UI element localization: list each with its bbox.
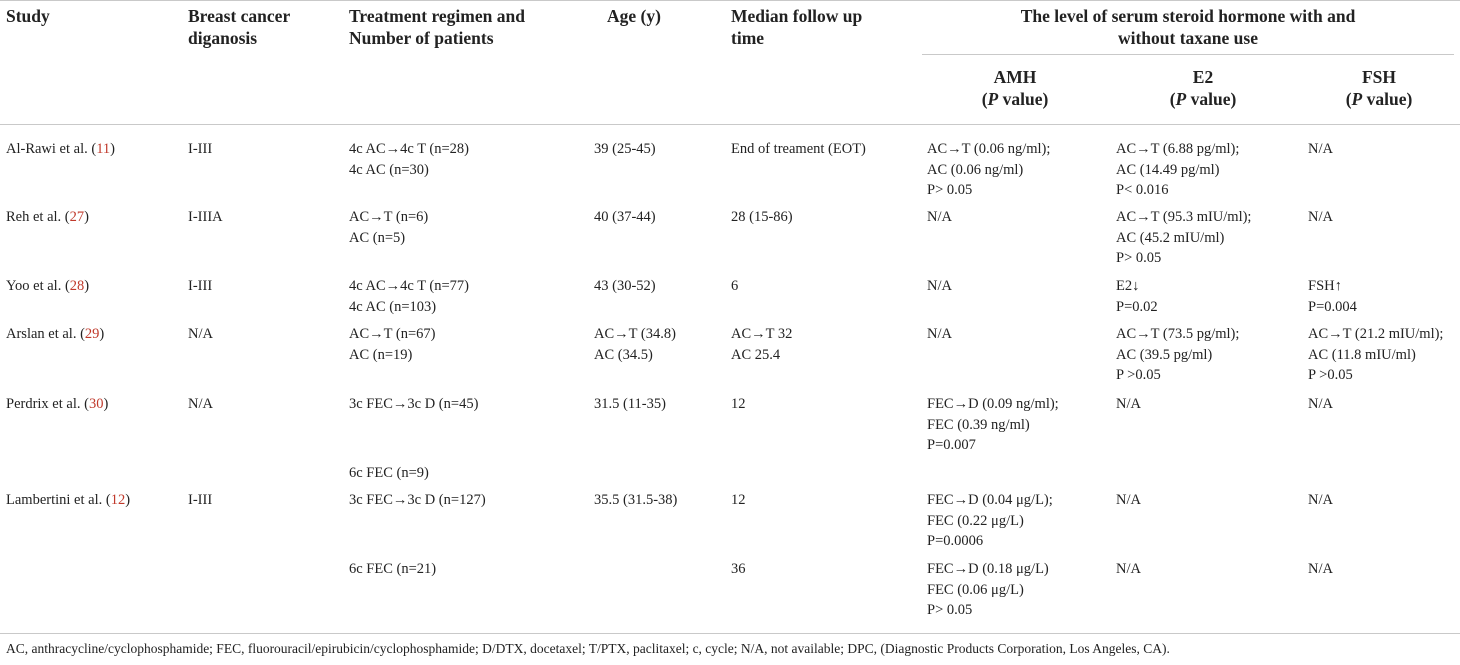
header-followup: Median follow up time xyxy=(731,6,863,48)
cell-amh: AC→T (0.06 ng/ml); AC (0.06 ng/ml) P> 0.… xyxy=(927,141,1051,198)
cell-e2: AC→T (95.3 mIU/ml); AC (45.2 mIU/ml) P> … xyxy=(1116,209,1252,266)
cell-study: Lambertini et al. (12) xyxy=(6,492,131,508)
cell-followup: 6 xyxy=(731,278,739,294)
header-e2: E2 (P value) xyxy=(1108,66,1298,110)
cell-age: 43 (30-52) xyxy=(594,278,656,294)
cell-age: AC→T (34.8) AC (34.5) xyxy=(594,326,676,363)
header-e2-p: (P value) xyxy=(1169,89,1237,109)
cell-study: Yoo et al. (28) xyxy=(6,278,90,294)
header-diagnosis: Breast cancer diganosis xyxy=(188,6,291,48)
cell-amh: N/A xyxy=(927,278,952,294)
cell-age: 35.5 (31.5-38) xyxy=(594,492,678,508)
cell-fsh: N/A xyxy=(1308,492,1333,508)
header-amh-p: (P value) xyxy=(981,89,1049,109)
cell-amh: N/A xyxy=(927,326,952,342)
cell-diagnosis: N/A xyxy=(188,326,213,342)
header-fsh-p: (P value) xyxy=(1345,89,1413,109)
cell-followup: 12 xyxy=(731,492,746,508)
cell-age: 31.5 (11-35) xyxy=(594,396,666,412)
cell-diagnosis: N/A xyxy=(188,396,213,412)
cell-e2: E2↓ P=0.02 xyxy=(1116,278,1158,315)
rule-header-bottom xyxy=(0,124,1460,125)
cell-regimen: AC→T (n=67) AC (n=19) xyxy=(349,326,436,363)
header-regimen: Treatment regimen and Number of patients xyxy=(349,6,525,48)
header-fsh: FSH (P value) xyxy=(1298,66,1460,110)
reference-link[interactable]: 27 xyxy=(69,209,85,225)
cell-followup: AC→T 32 AC 25.4 xyxy=(731,326,793,363)
header-age: Age (y) xyxy=(607,6,661,26)
cell-followup: End of treament (EOT) xyxy=(731,141,866,157)
cell-fsh-second: N/A xyxy=(1308,561,1333,577)
cell-regimen: 4c AC→4c T (n=77) 4c AC (n=103) xyxy=(349,278,470,315)
cell-age: 40 (37-44) xyxy=(594,209,656,225)
rule-subheader xyxy=(922,54,1454,55)
header-hormone-group: The level of serum steroid hormone with … xyxy=(1020,6,1356,48)
cell-regimen: 3c FEC→3c D (n=45) xyxy=(349,396,479,412)
reference-link[interactable]: 11 xyxy=(96,141,111,157)
cell-e2: N/A xyxy=(1116,396,1141,412)
cell-e2-second: N/A xyxy=(1116,561,1141,577)
cell-regimen: AC→T (n=6) AC (n=5) xyxy=(349,209,429,246)
cell-age: 39 (25-45) xyxy=(594,141,656,157)
cell-study: Arslan et al. (29) xyxy=(6,326,105,342)
cell-followup-second: 36 xyxy=(731,561,746,577)
cell-fsh: FSH↑ P=0.004 xyxy=(1308,278,1357,315)
cell-diagnosis: I-III xyxy=(188,492,213,508)
cell-study: Al-Rawi et al. (11) xyxy=(6,141,116,157)
reference-link[interactable]: 28 xyxy=(69,278,85,294)
cell-regimen-second: 6c FEC (n=9) xyxy=(349,465,429,481)
cell-diagnosis: I-III xyxy=(188,141,213,157)
cell-fsh: N/A xyxy=(1308,396,1333,412)
cell-fsh: AC→T (21.2 mIU/ml); AC (11.8 mIU/ml) P >… xyxy=(1308,326,1444,383)
cell-followup: 12 xyxy=(731,396,746,412)
header-amh: AMH (P value) xyxy=(922,66,1108,110)
reference-link[interactable]: 30 xyxy=(88,396,104,412)
cell-fsh: N/A xyxy=(1308,141,1333,157)
cell-e2: N/A xyxy=(1116,492,1141,508)
cell-amh: N/A xyxy=(927,209,952,225)
cell-followup: 28 (15-86) xyxy=(731,209,793,225)
cell-amh-second: FEC→D (0.18 μg/L) FEC (0.06 μg/L) P> 0.0… xyxy=(927,561,1049,618)
table-footnote: AC, anthracycline/cyclophosphamide; FEC,… xyxy=(6,641,1170,656)
cell-diagnosis: I-III xyxy=(188,278,213,294)
rule-bottom xyxy=(0,633,1460,634)
cell-regimen-second: 6c FEC (n=21) xyxy=(349,561,437,577)
reference-link[interactable]: 12 xyxy=(110,492,126,508)
cell-regimen: 3c FEC→3c D (n=127) xyxy=(349,492,486,508)
cell-diagnosis: I-IIIA xyxy=(188,209,223,225)
cell-amh: FEC→D (0.04 μg/L); FEC (0.22 μg/L) P=0.0… xyxy=(927,492,1053,549)
header-amh-name: AMH xyxy=(993,67,1037,87)
rule-top xyxy=(0,0,1460,1)
cell-study: Perdrix et al. (30) xyxy=(6,396,109,412)
cell-study: Reh et al. (27) xyxy=(6,209,89,225)
header-fsh-name: FSH xyxy=(1361,67,1397,87)
reference-link[interactable]: 29 xyxy=(84,326,100,342)
cell-regimen: 4c AC→4c T (n=28) 4c AC (n=30) xyxy=(349,141,470,178)
header-study: Study xyxy=(6,6,50,26)
cell-e2: AC→T (6.88 pg/ml); AC (14.49 pg/ml) P< 0… xyxy=(1116,141,1240,198)
cell-e2: AC→T (73.5 pg/ml); AC (39.5 pg/ml) P >0.… xyxy=(1116,326,1240,383)
cell-amh: FEC→D (0.09 ng/ml); FEC (0.39 ng/ml) P=0… xyxy=(927,396,1059,453)
cell-fsh: N/A xyxy=(1308,209,1333,225)
header-e2-name: E2 xyxy=(1192,67,1214,87)
